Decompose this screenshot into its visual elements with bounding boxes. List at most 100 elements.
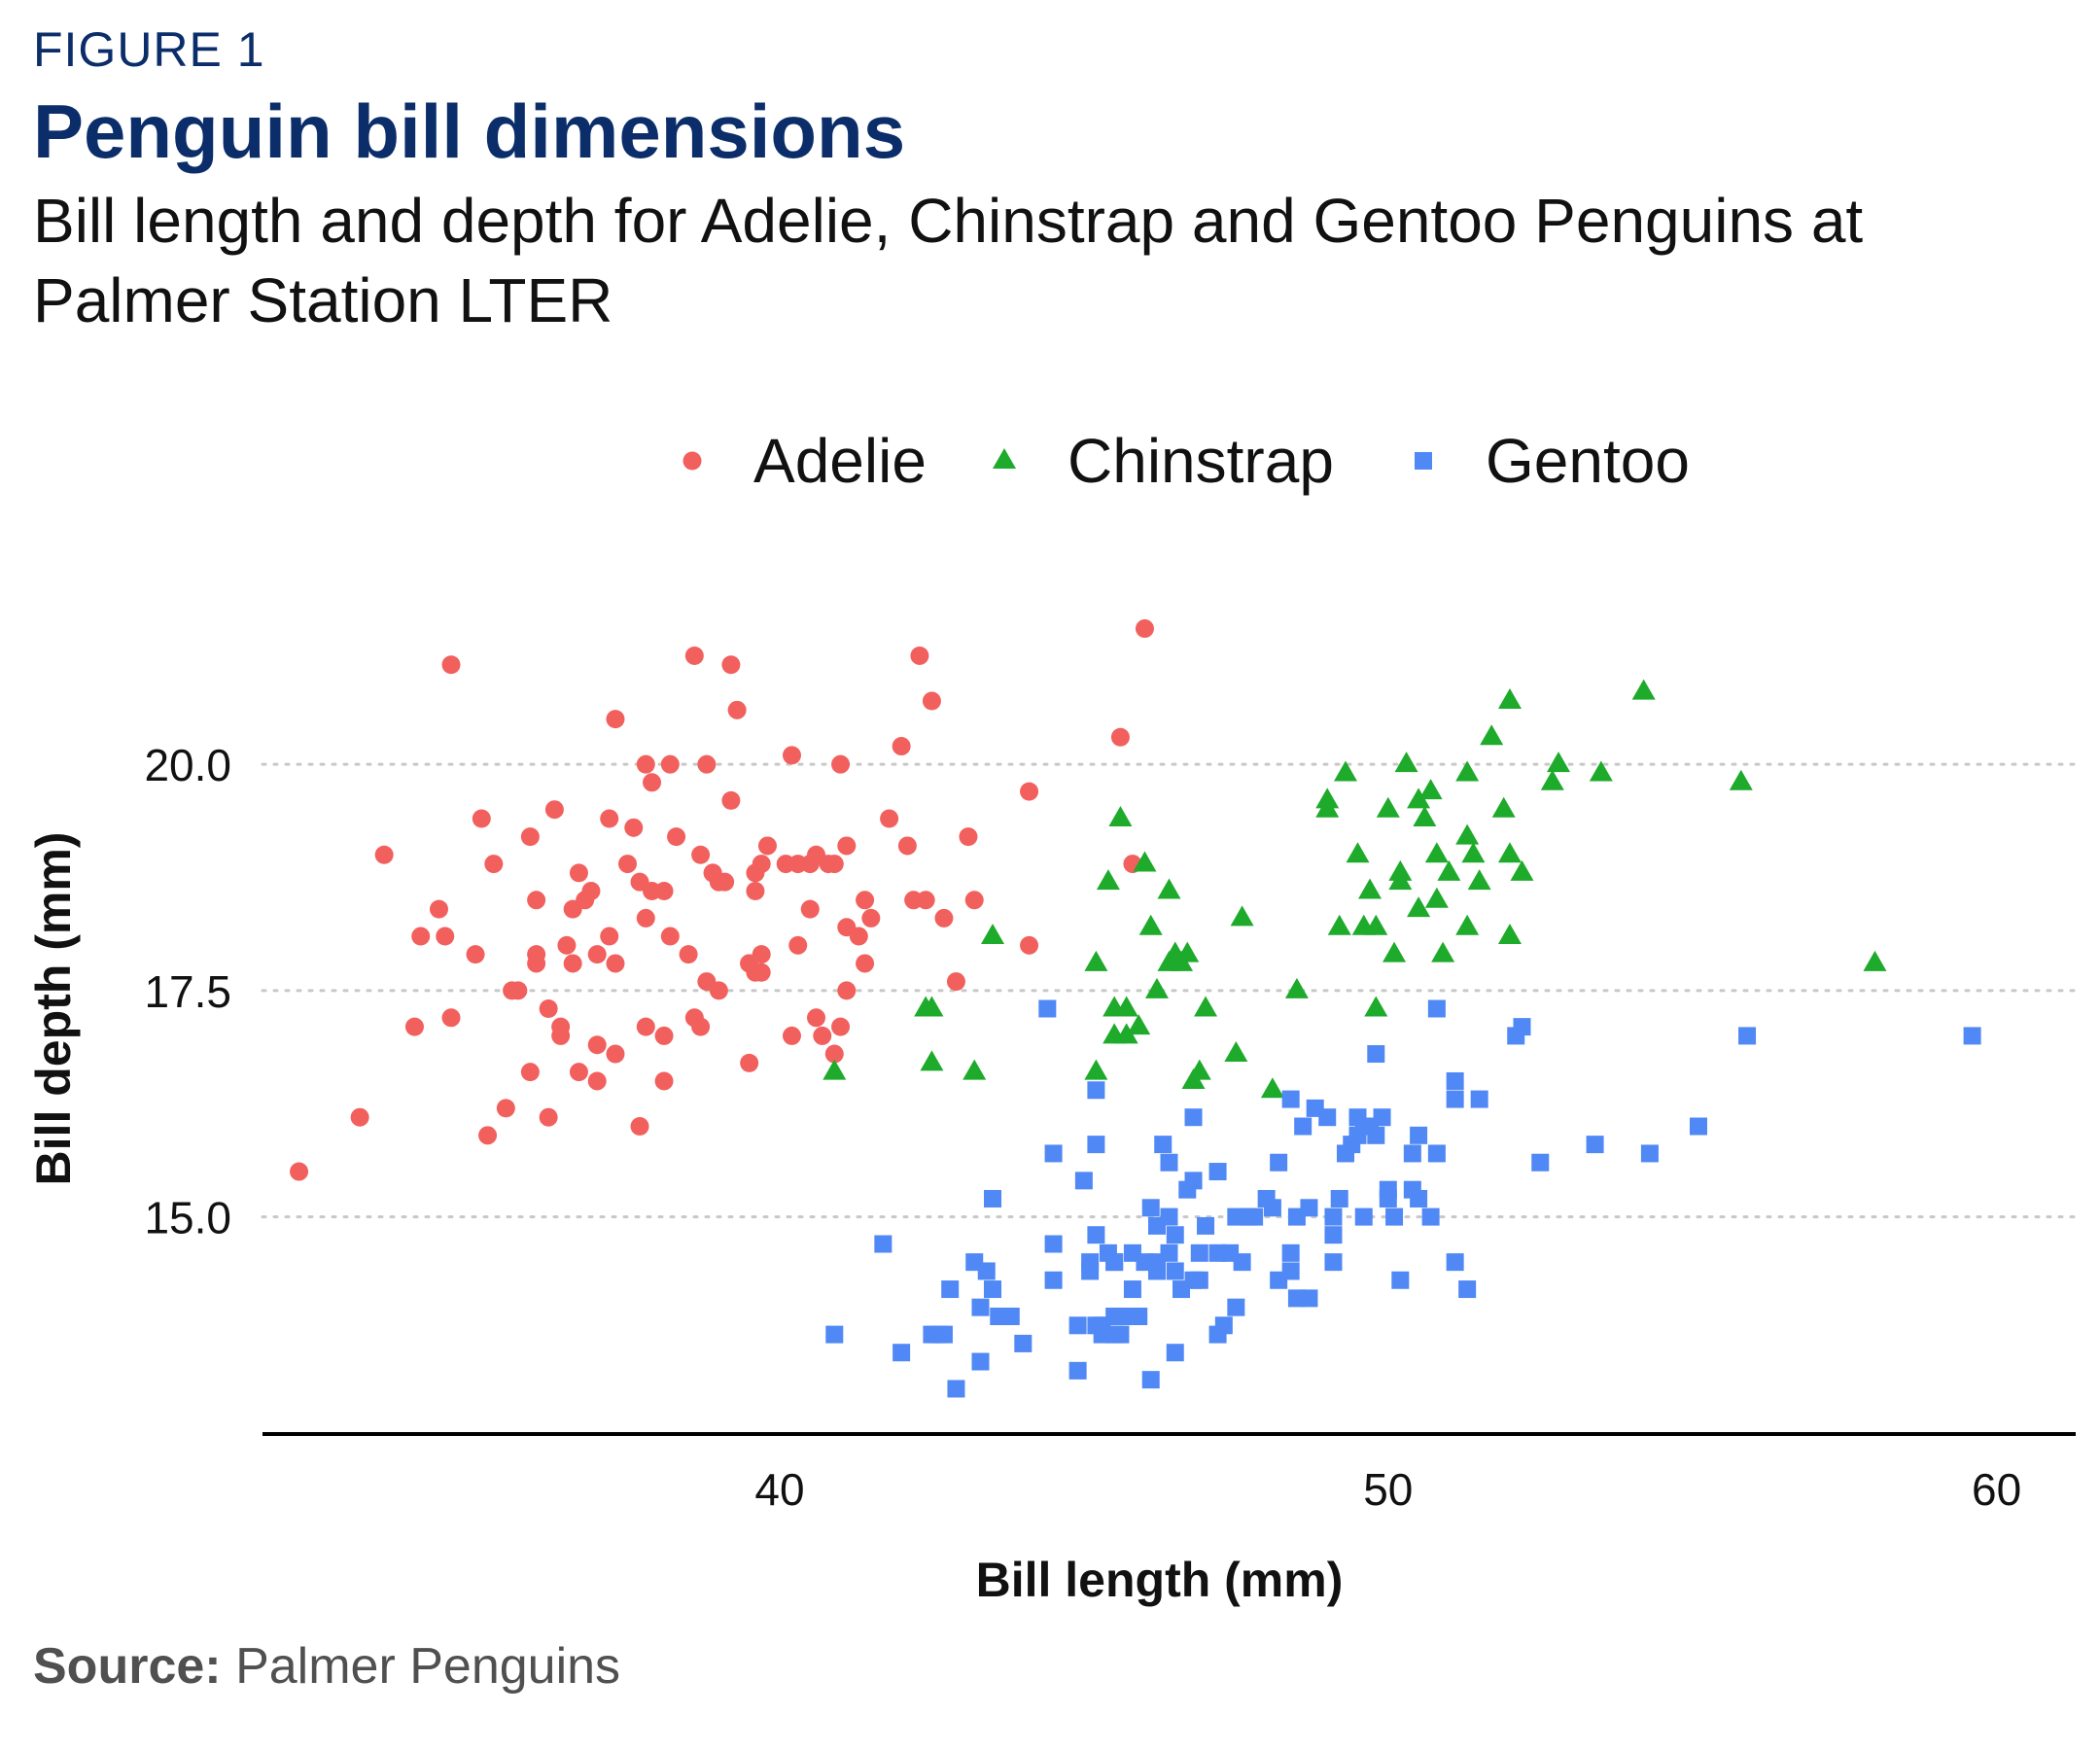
gentoo-point (1160, 1153, 1178, 1172)
gentoo-point (1208, 1163, 1227, 1181)
adelie-point (757, 836, 777, 856)
chinstrap-point (1144, 977, 1169, 998)
gentoo-point (1214, 1316, 1233, 1335)
adelie-point (916, 891, 935, 910)
adelie-point (544, 800, 564, 820)
chinstrap-point (1133, 851, 1157, 872)
adelie-point (654, 881, 674, 900)
chinstrap-point (1589, 760, 1613, 782)
adelie-point (587, 1035, 607, 1055)
adelie-point (684, 646, 704, 665)
gentoo-point (1640, 1144, 1659, 1163)
adelie-point (697, 754, 717, 774)
x-tick-label: 40 (754, 1464, 804, 1515)
series-chinstrap (822, 679, 1887, 1099)
chinstrap-point (1163, 941, 1187, 962)
adelie-point (484, 855, 504, 874)
adelie-point (441, 1008, 461, 1028)
chinstrap-point (1497, 687, 1522, 709)
source-note: Source: Palmer Penguins (33, 1637, 620, 1696)
chinstrap-point (1382, 941, 1407, 962)
adelie-point (709, 981, 728, 1000)
gentoo-point (1245, 1208, 1264, 1226)
adelie-point (581, 881, 601, 900)
adelie-point (600, 809, 619, 828)
chinstrap-point (1455, 823, 1480, 845)
chinstrap-point (1108, 806, 1133, 827)
gentoo-point (1087, 1081, 1105, 1100)
gentoo-point (1270, 1153, 1288, 1172)
chinstrap-point (1631, 679, 1656, 700)
gentoo-point (1427, 999, 1446, 1018)
adelie-point (587, 945, 607, 964)
chinstrap-point (1315, 788, 1340, 809)
x-tick-label: 50 (1363, 1464, 1413, 1515)
adelie-point (922, 691, 941, 711)
adelie-point (800, 899, 820, 919)
adelie-point (691, 845, 711, 864)
chinstrap-point (1114, 1023, 1138, 1044)
chinstrap-point (1491, 796, 1516, 818)
chinstrap-point (1424, 887, 1449, 908)
chinstrap-point (1431, 941, 1455, 962)
gentoo-point (1184, 1108, 1203, 1127)
adelie-point (660, 927, 680, 946)
gentoo-point (984, 1280, 1002, 1299)
source-text: Palmer Penguins (235, 1638, 621, 1695)
adelie-point (691, 1017, 711, 1036)
chart-subtitle: Bill length and depth for Adelie, Chinst… (33, 186, 1864, 335)
adelie-point (721, 655, 741, 675)
adelie-point (630, 1117, 649, 1137)
gentoo-point (977, 1262, 996, 1280)
chinstrap-point (1418, 779, 1443, 800)
gentoo-point (1068, 1316, 1087, 1335)
adelie-point (606, 1044, 625, 1064)
adelie-point (892, 737, 911, 756)
chinstrap-point (1547, 752, 1571, 773)
gentoo-point (1385, 1208, 1404, 1226)
chinstrap-point (1497, 842, 1522, 863)
chinstrap-point (1096, 869, 1120, 891)
gentoo-point (1531, 1153, 1550, 1172)
adelie-point (788, 935, 808, 955)
adelie-point (350, 1107, 369, 1127)
chinstrap-point (920, 996, 944, 1017)
adelie-point (660, 754, 680, 774)
adelie-point (1020, 935, 1039, 955)
gentoo-point (1014, 1334, 1032, 1352)
chart-title: Penguin bill dimensions (33, 88, 906, 174)
gentoo-point (1294, 1117, 1312, 1136)
adelie-point (807, 1008, 826, 1028)
series-gentoo (825, 999, 1981, 1398)
gentoo-point (1446, 1253, 1464, 1272)
adelie-point (654, 1071, 674, 1091)
adelie-point (831, 1017, 851, 1036)
adelie-point (496, 1099, 515, 1118)
gentoo-point (1197, 1216, 1215, 1235)
adelie-point (721, 790, 741, 810)
gentoo-point (941, 1280, 960, 1299)
legend-marker-triangle (993, 447, 1016, 469)
adelie-point (411, 927, 431, 946)
chinstrap-point (1230, 905, 1254, 927)
gentoo-point (892, 1344, 911, 1362)
gentoo-point (1410, 1126, 1428, 1144)
adelie-point (746, 881, 765, 900)
gentoo-point (1081, 1262, 1100, 1280)
chinstrap-point (1461, 842, 1486, 863)
gentoo-point (1391, 1271, 1410, 1289)
adelie-point (472, 809, 491, 828)
adelie-point (752, 855, 771, 874)
gentoo-point (1190, 1243, 1208, 1262)
adelie-point (1110, 727, 1130, 747)
gentoo-point (1367, 1126, 1385, 1144)
adelie-point (824, 1044, 844, 1064)
gentoo-point (1379, 1180, 1397, 1199)
gentoo-point (1281, 1262, 1300, 1280)
legend-label: Adelie (753, 426, 927, 496)
x-tick-label: 60 (1972, 1464, 2021, 1515)
adelie-point (466, 945, 485, 964)
chinstrap-point (1327, 914, 1351, 935)
figure-label: FIGURE 1 (33, 22, 265, 77)
gentoo-point (1105, 1253, 1124, 1272)
